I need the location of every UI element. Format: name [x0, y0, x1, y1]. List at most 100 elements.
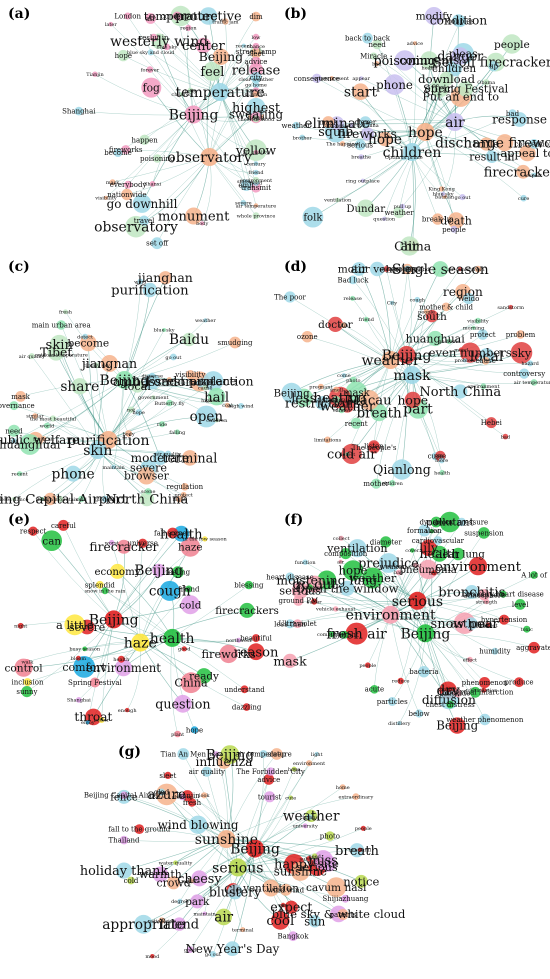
word-label: skin [338, 323, 349, 329]
panel-label: (g) [118, 744, 141, 760]
word-node [341, 894, 350, 903]
word-node [362, 567, 384, 589]
word-node [263, 774, 275, 785]
edge [296, 125, 413, 153]
word-label: time [428, 571, 439, 577]
word-node [446, 338, 453, 345]
word-node [64, 614, 86, 636]
word-label: crowd [157, 877, 191, 890]
word-label: diffusion [422, 693, 476, 707]
word-node [253, 161, 259, 166]
word-node [101, 355, 118, 372]
edge [390, 614, 449, 690]
word-node [180, 672, 202, 694]
word-node [439, 186, 445, 192]
edge [237, 828, 364, 868]
word-node [516, 164, 531, 179]
word-label: more [435, 458, 448, 464]
word-label: question [373, 217, 396, 223]
word-label: protective [175, 10, 241, 25]
word-label: century [246, 161, 266, 167]
word-label: heating [313, 391, 366, 407]
word-node [462, 358, 468, 363]
word-label: later [105, 22, 118, 28]
edge [298, 600, 418, 605]
word-node [116, 539, 131, 554]
word-node [352, 793, 360, 800]
word-node [58, 351, 65, 358]
word-node [432, 213, 444, 225]
word-label: air quality [447, 267, 473, 273]
word-node [528, 641, 540, 654]
edge [193, 114, 247, 186]
hub-node [408, 591, 427, 610]
word-node [479, 137, 493, 151]
word-node [479, 677, 491, 689]
word-node [165, 450, 172, 457]
word-label: health [160, 527, 203, 542]
panel-label: (a) [8, 6, 30, 22]
word-label: purification [111, 284, 189, 299]
edge [406, 354, 506, 437]
word-node [103, 195, 109, 200]
word-label: hypertension [481, 616, 528, 624]
edge [425, 633, 458, 726]
word-label: need [5, 427, 23, 435]
edge [113, 533, 182, 620]
word-label: Spring Festival [423, 83, 509, 96]
word-node [108, 539, 115, 546]
word-node [252, 42, 260, 50]
word-node [201, 792, 208, 799]
word-node [149, 372, 156, 379]
hub-node [200, 148, 219, 166]
word-label: condition [430, 14, 487, 28]
word-label: New Year's Day [186, 942, 280, 956]
word-node [439, 71, 454, 87]
word-node [523, 625, 531, 633]
word-label: weather [282, 122, 312, 130]
word-node [75, 697, 82, 703]
word-label: suspension [464, 529, 504, 537]
word-node [479, 713, 491, 726]
word-node [332, 396, 341, 404]
word-node [202, 385, 208, 391]
hub-label: hope [408, 125, 443, 141]
word-label: go out [248, 88, 264, 94]
word-label: part [403, 401, 433, 417]
word-label: less than [274, 620, 306, 628]
word-label: street lamp [236, 48, 277, 56]
word-node [478, 589, 490, 601]
word-node [302, 823, 308, 829]
word-node [312, 73, 322, 84]
word-node [430, 516, 442, 528]
word-node [423, 308, 430, 315]
edge [402, 121, 456, 207]
word-node [432, 261, 449, 277]
word-label: south [417, 311, 447, 323]
edge [373, 55, 456, 123]
edge [425, 547, 433, 634]
word-label: Shijiazhuang [322, 895, 369, 903]
edge [417, 600, 485, 683]
word-node [115, 862, 133, 879]
word-label: notice [343, 874, 379, 888]
word-label: back to back [345, 35, 391, 43]
word-label: comfort [62, 661, 106, 674]
word-label: weather [319, 399, 375, 414]
word-label: friend [160, 918, 200, 933]
word-label: blue sky and cloud [127, 50, 175, 56]
word-label: even numbers [429, 346, 512, 360]
word-label: injurant [330, 631, 358, 639]
word-node [519, 368, 530, 379]
hub-label: serious [392, 594, 443, 610]
word-label: reslut in [139, 34, 169, 42]
word-label: everybody [110, 181, 147, 189]
word-node [229, 336, 241, 349]
word-label: dynamics [419, 519, 453, 527]
word-label: limitations [314, 438, 341, 444]
edge [411, 43, 416, 153]
word-label: appear [352, 76, 370, 82]
word-node [41, 436, 47, 442]
word-node [306, 814, 313, 821]
word-label: Beijing [206, 747, 255, 763]
